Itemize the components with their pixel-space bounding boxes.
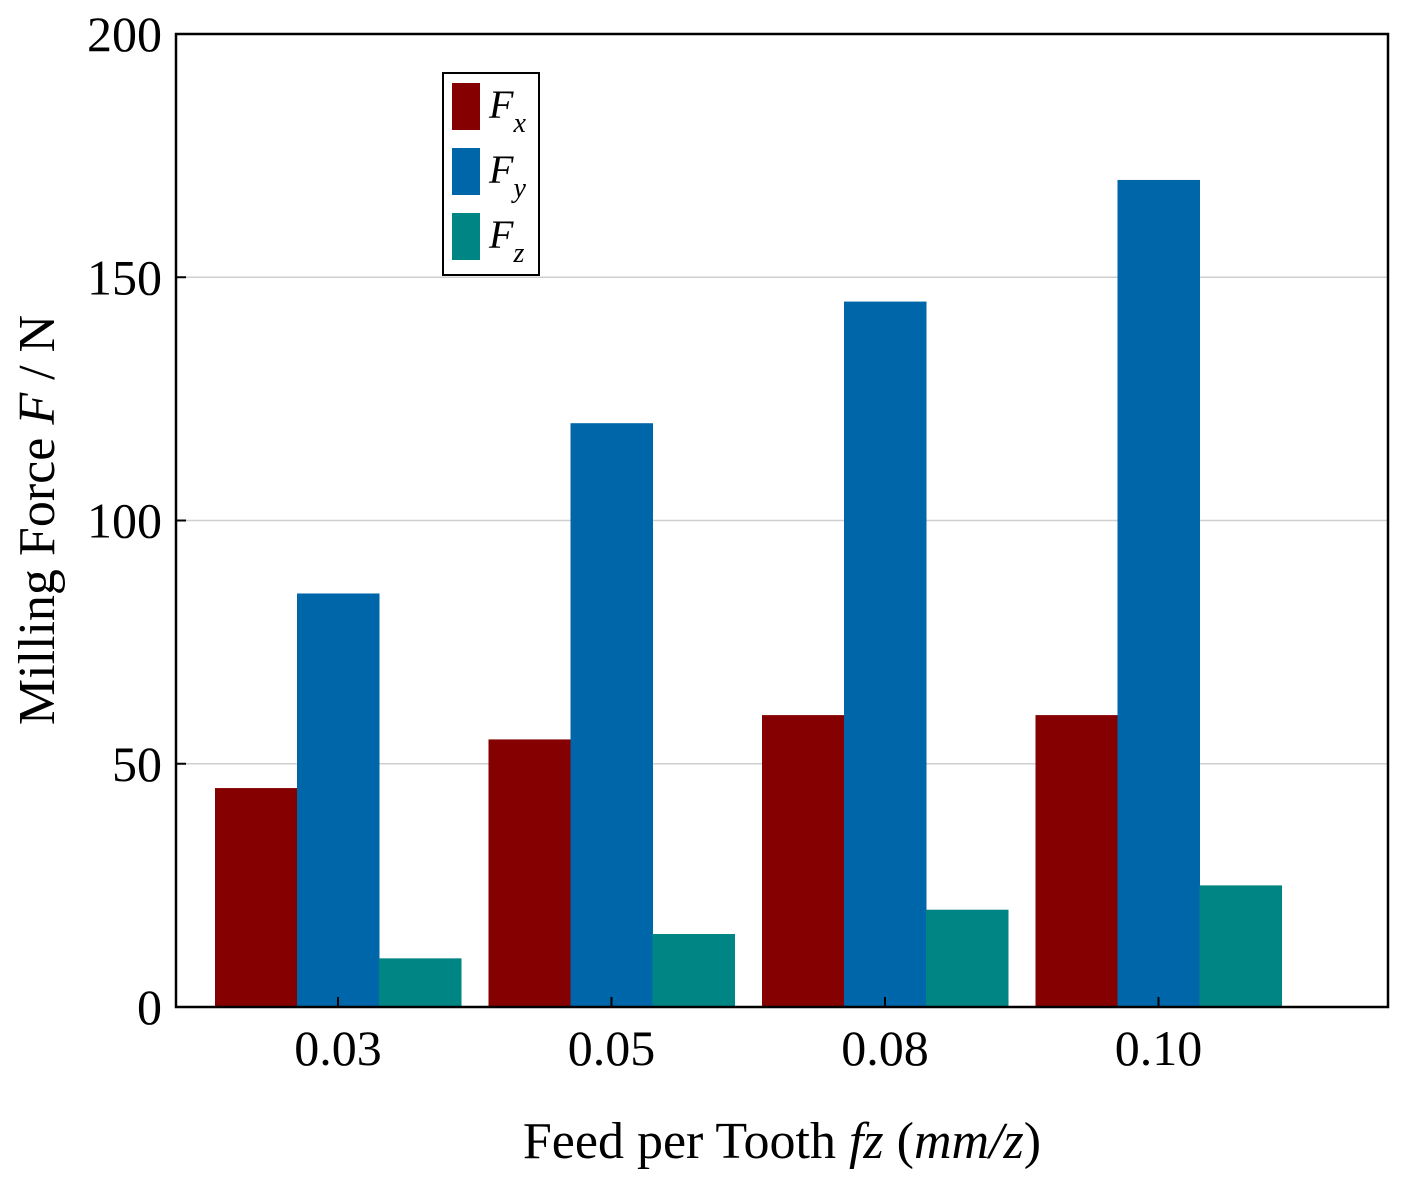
y-tick-label: 0 <box>137 979 162 1035</box>
x-axis-title-paren-close: ) <box>1024 1113 1041 1170</box>
legend-swatch-fy <box>452 148 480 195</box>
x-axis-title: Feed per Tooth fz (mm/z) <box>523 1113 1041 1170</box>
bar-fy-0.10 <box>1117 179 1200 1007</box>
y-axis-title-unit: / N <box>9 315 66 393</box>
legend-label-base: F <box>488 82 514 127</box>
bar-fz-0.10 <box>1199 885 1282 1007</box>
bar-fy-0.03 <box>297 593 380 1007</box>
legend-swatch-fx <box>452 83 480 130</box>
legend-label-fx: Fx <box>488 82 526 139</box>
y-tick-label: 150 <box>87 249 162 305</box>
x-axis-title-variable: fz <box>849 1113 884 1170</box>
bar-fx-0.03 <box>215 788 298 1007</box>
bar-fx-0.10 <box>1035 715 1118 1007</box>
bars <box>215 179 1282 1007</box>
legend-label-subscript: y <box>510 173 526 204</box>
legend-label-fy: Fy <box>488 147 526 204</box>
bar-fy-0.05 <box>570 423 653 1007</box>
x-tick-label: 0.08 <box>841 1020 929 1076</box>
x-axis-title-paren-open: ( <box>884 1113 914 1170</box>
legend-swatch-fz <box>452 213 480 260</box>
y-axis-title: Milling Force F / N <box>9 315 66 725</box>
legend-label-fz: Fz <box>488 212 524 269</box>
x-axis-title-unit: mm/z <box>914 1113 1024 1170</box>
y-tick-label: 50 <box>112 736 162 792</box>
bar-fz-0.03 <box>379 958 462 1007</box>
bar-fx-0.05 <box>488 739 571 1007</box>
legend-label-subscript: x <box>512 108 526 139</box>
x-tick-label: 0.05 <box>568 1020 656 1076</box>
bar-fz-0.05 <box>652 934 735 1007</box>
y-axis-title-part1: Milling Force <box>9 425 66 725</box>
x-tick-label: 0.10 <box>1115 1020 1203 1076</box>
y-axis-title-variable: F <box>9 392 66 426</box>
legend-label-subscript: z <box>512 238 524 269</box>
y-tick-label: 200 <box>87 6 162 62</box>
y-tick-label: 100 <box>87 493 162 549</box>
axis-ticks: 0 50 100 150 200 0.03 0.05 0.08 0.10 <box>87 6 1202 1076</box>
x-tick-label: 0.03 <box>294 1020 382 1076</box>
x-axis-title-part1: Feed per Tooth <box>523 1113 849 1170</box>
legend-label-base: F <box>488 212 514 257</box>
legend-label-base: F <box>488 147 514 192</box>
bar-fy-0.08 <box>844 301 927 1007</box>
bar-fz-0.08 <box>926 909 1009 1007</box>
bar-fx-0.08 <box>762 715 845 1007</box>
